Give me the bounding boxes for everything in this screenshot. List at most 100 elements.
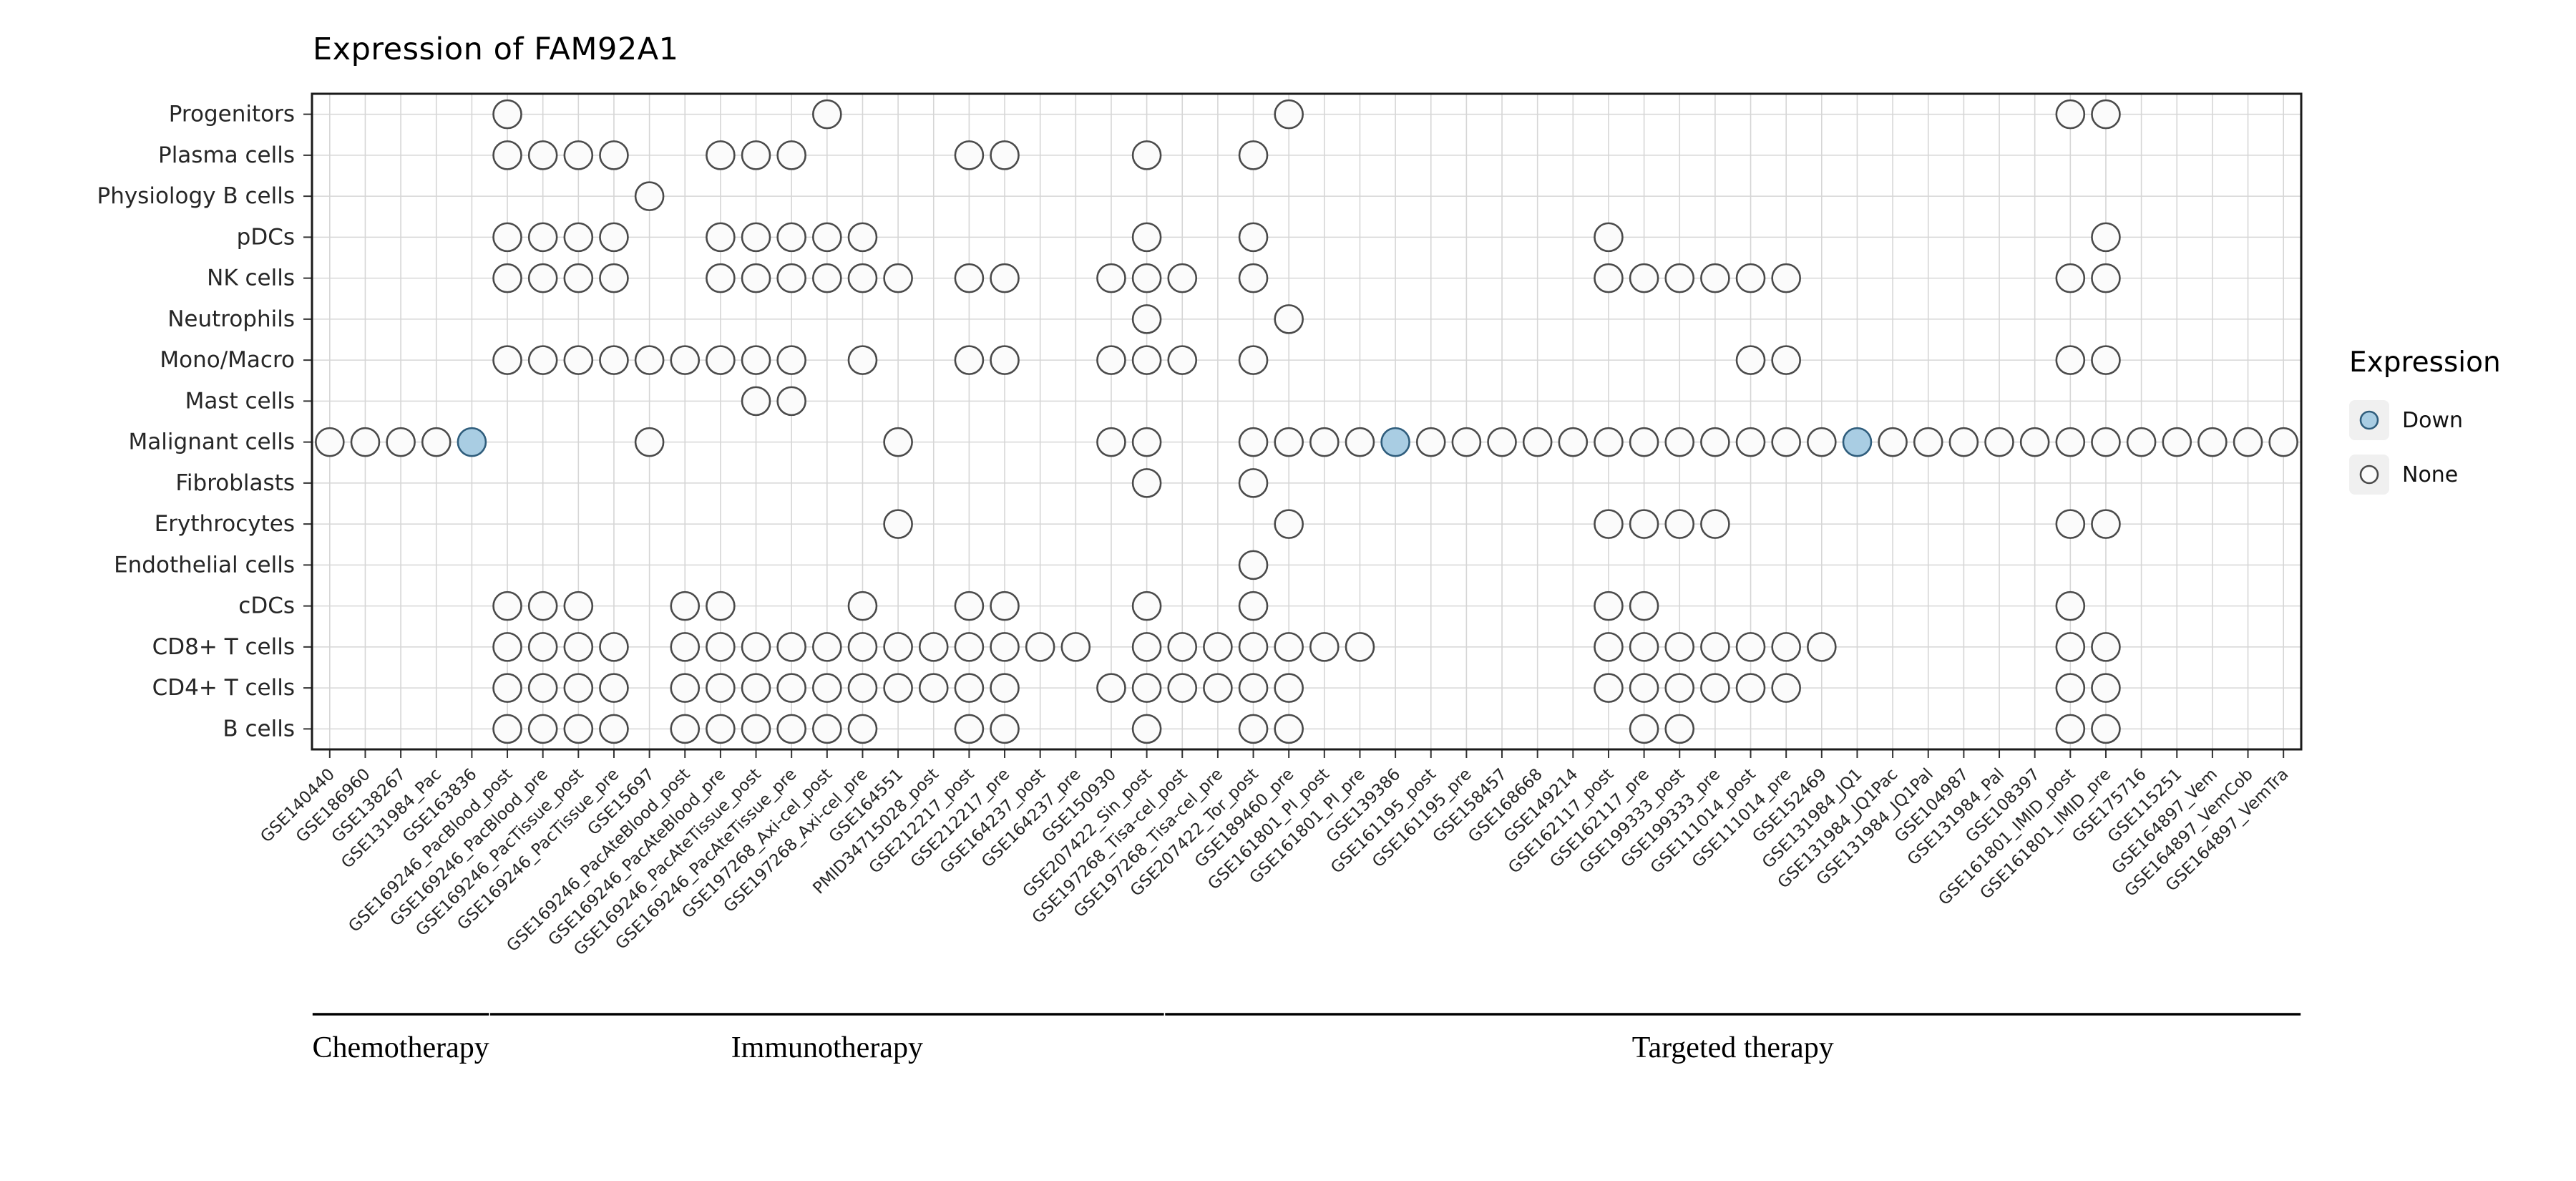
dot-none [706, 263, 736, 293]
dot-none [706, 714, 736, 744]
dot-none [1594, 509, 1624, 539]
dot-none [1060, 632, 1091, 662]
dot-down [457, 427, 487, 457]
y-axis-label: Erythrocytes [155, 511, 295, 537]
dot-none [1594, 263, 1624, 293]
legend-label-none: None [2402, 462, 2459, 487]
dot-none [670, 673, 701, 703]
therapy-group-label: Immunotherapy [731, 1031, 923, 1064]
dot-none [563, 222, 594, 253]
dot-none [1274, 714, 1304, 744]
dot-none [954, 590, 985, 621]
dot-none [1238, 345, 1269, 375]
dot-none [1913, 427, 1943, 457]
dot-none [2091, 345, 2121, 375]
dot-none [2091, 714, 2121, 744]
dot-none [2268, 427, 2298, 457]
dot-none [1131, 222, 1162, 253]
dot-none [954, 673, 985, 703]
dot-none [706, 140, 736, 170]
dot-none [741, 345, 771, 375]
y-axis-label: Physiology B cells [97, 183, 296, 209]
dot-none [1735, 427, 1766, 457]
dot-none [990, 714, 1020, 744]
dot-none [847, 345, 878, 375]
dot-none [1238, 714, 1269, 744]
dot-none [1451, 427, 1482, 457]
dot-none [776, 345, 806, 375]
dot-down [1380, 427, 1410, 457]
dot-down [1842, 427, 1873, 457]
dot-none [883, 509, 913, 539]
therapy-group-label: Targeted therapy [1632, 1031, 1834, 1064]
dot-none [1771, 345, 1801, 375]
dot-none [527, 222, 558, 253]
dot-none [990, 632, 1020, 662]
dot-none [1700, 673, 1730, 703]
dot-none [1629, 632, 1659, 662]
dot-none [1594, 590, 1624, 621]
dot-none [990, 590, 1020, 621]
dot-none [1345, 427, 1375, 457]
dot-none [706, 632, 736, 662]
dot-none [492, 714, 522, 744]
none-dot-icon-circle [2359, 465, 2379, 485]
dot-none [670, 345, 701, 375]
dot-none [1238, 263, 1269, 293]
dot-none [812, 673, 842, 703]
dot-none [1700, 509, 1730, 539]
dot-none [706, 345, 736, 375]
dot-none [1238, 632, 1269, 662]
legend: Expression Down None [2349, 346, 2501, 509]
dot-none [847, 714, 878, 744]
dot-none [1558, 427, 1589, 457]
dot-none [1664, 673, 1695, 703]
dot-none [1096, 345, 1126, 375]
dot-none [563, 263, 594, 293]
dot-none [1771, 673, 1801, 703]
dot-none [2055, 673, 2086, 703]
legend-label-down: Down [2402, 407, 2464, 433]
dot-none [2233, 427, 2263, 457]
panel-border [311, 92, 2303, 751]
dot-none [1274, 673, 1304, 703]
dot-none [2055, 590, 2086, 621]
dot-none [670, 590, 701, 621]
dot-none [563, 345, 594, 375]
dot-none [776, 632, 806, 662]
dot-none [1131, 673, 1162, 703]
legend-title: Expression [2349, 346, 2501, 379]
dot-none [1700, 427, 1730, 457]
dot-none [1594, 673, 1624, 703]
dot-none [2126, 427, 2157, 457]
dot-none [1735, 345, 1766, 375]
dot-none [1345, 632, 1375, 662]
dot-none [990, 140, 1020, 170]
dot-none [1274, 99, 1304, 130]
dot-none [883, 263, 913, 293]
dot-none [812, 263, 842, 293]
dot-none [1274, 304, 1304, 334]
dot-none [847, 590, 878, 621]
dot-none [741, 222, 771, 253]
dot-none [1131, 427, 1162, 457]
dot-none [1025, 632, 1055, 662]
dot-none [634, 345, 665, 375]
dot-none [990, 673, 1020, 703]
dot-none [492, 590, 522, 621]
dot-none [1131, 263, 1162, 293]
y-axis-label: NK cells [207, 266, 295, 291]
dot-none [741, 263, 771, 293]
dot-none [599, 714, 629, 744]
y-axis-label: cDCs [238, 593, 295, 619]
dot-none [812, 222, 842, 253]
y-axis-label: Neutrophils [167, 306, 295, 332]
dot-none [1771, 427, 1801, 457]
dot-none [1664, 263, 1695, 293]
dot-none [670, 632, 701, 662]
dot-none [492, 222, 522, 253]
dot-none [2055, 99, 2086, 130]
dot-none [492, 673, 522, 703]
dot-none [812, 632, 842, 662]
